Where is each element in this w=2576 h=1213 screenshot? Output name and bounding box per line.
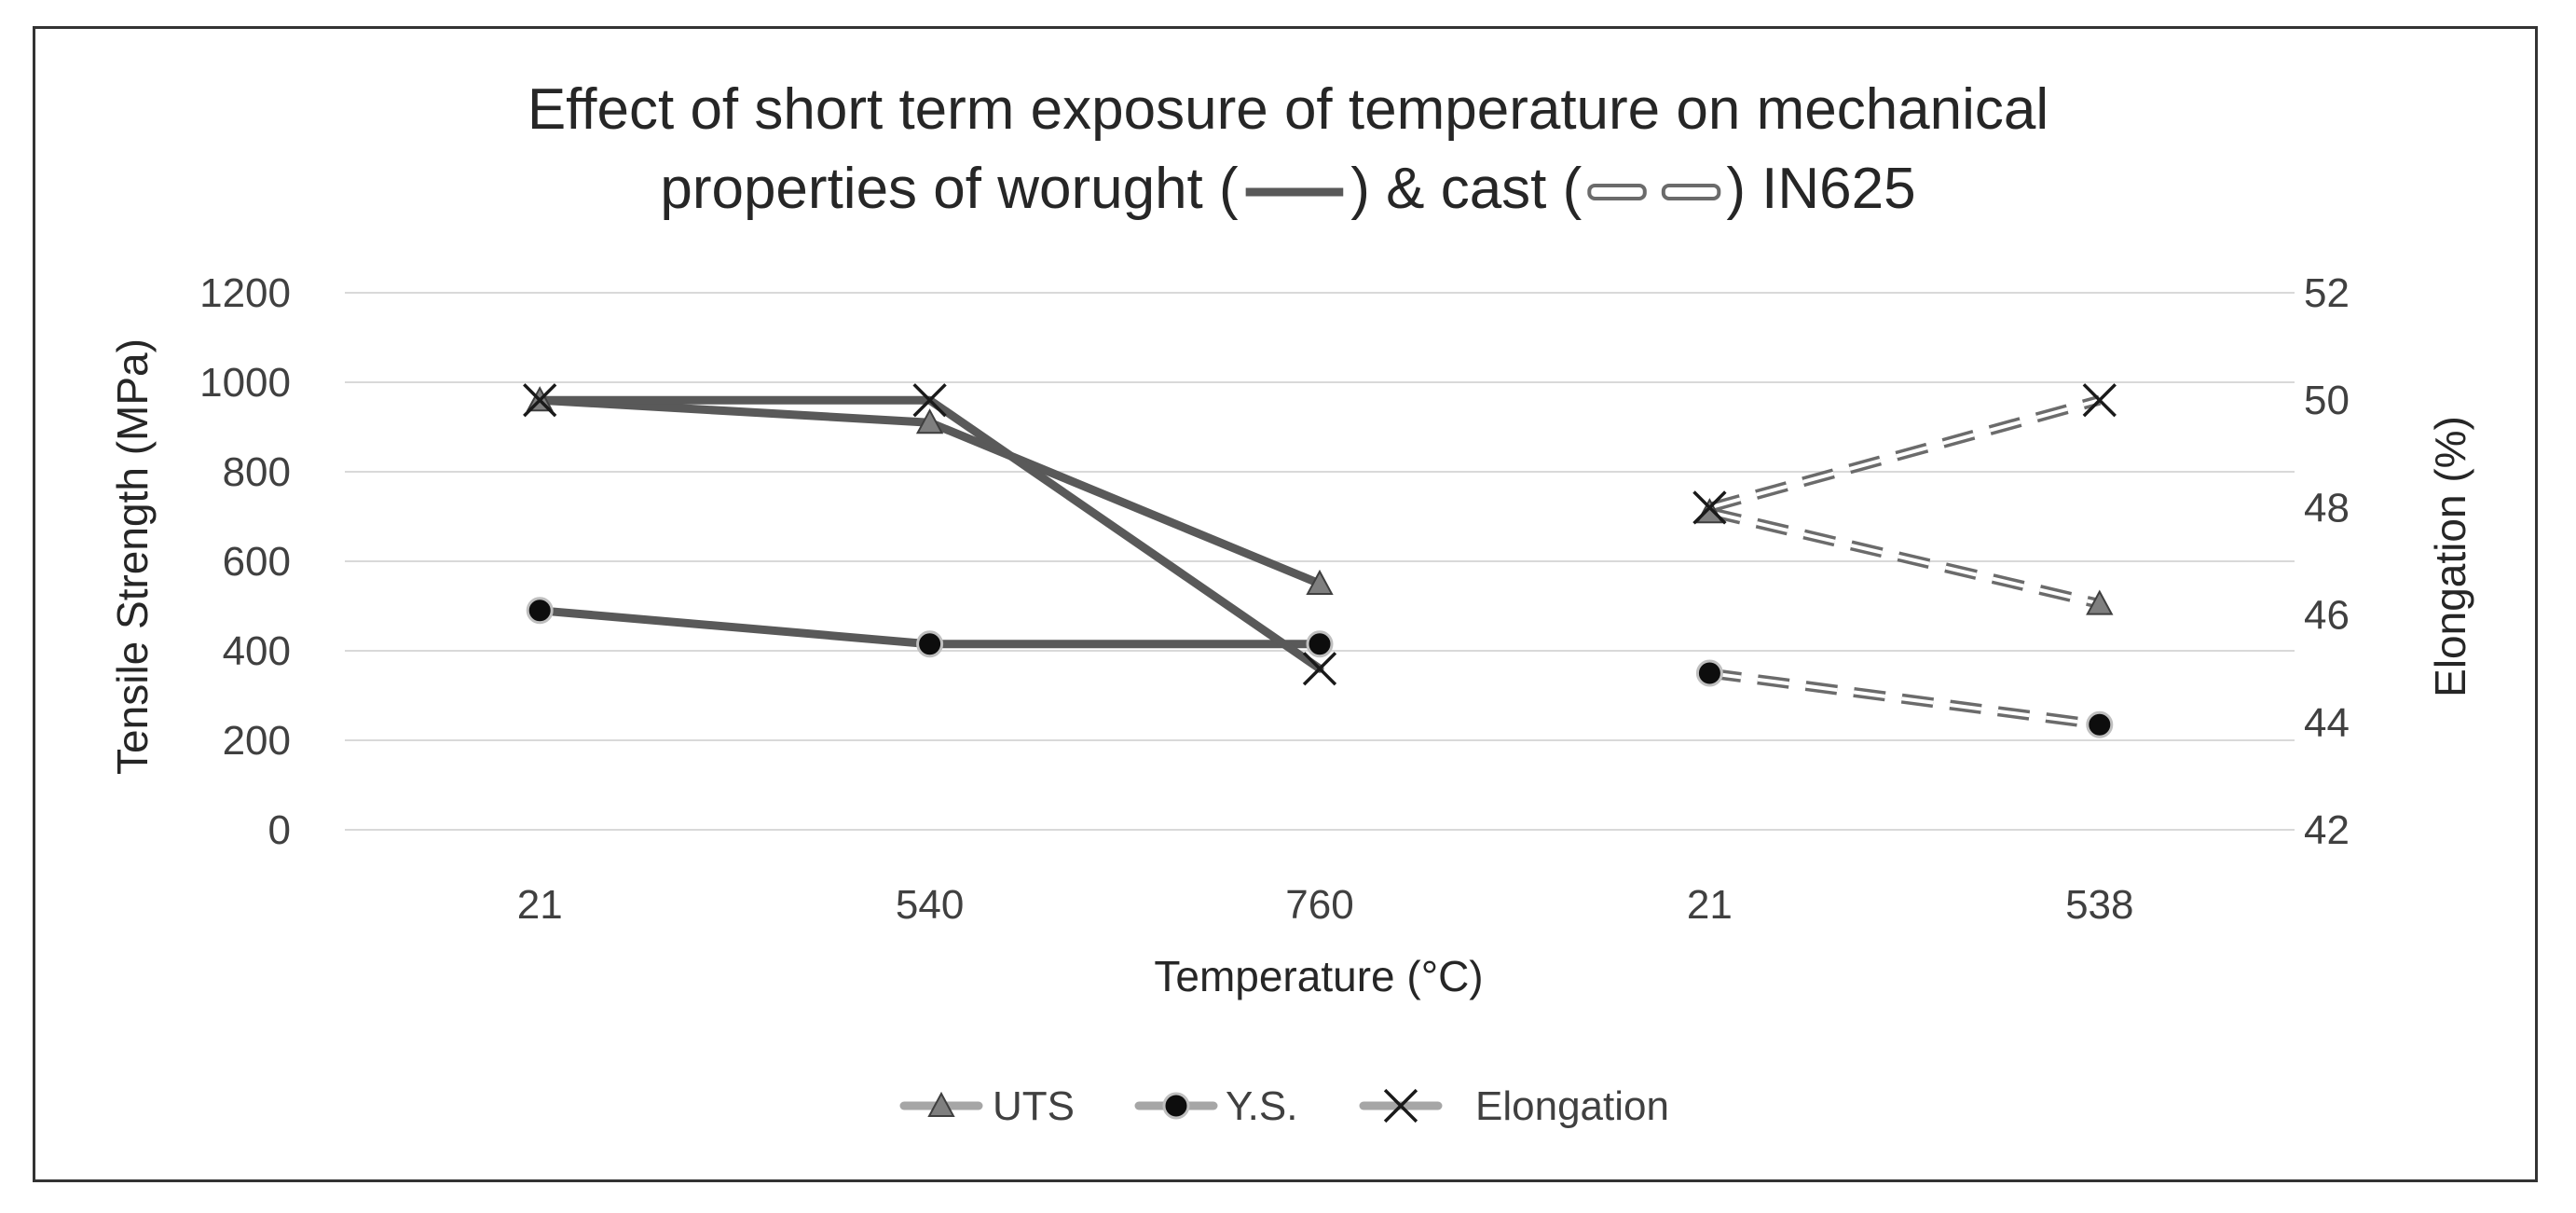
legend-y-s-marker bbox=[1162, 1092, 1190, 1120]
chart-title-line1: Effect of short term exposure of tempera… bbox=[528, 77, 2048, 142]
elongation-point bbox=[2082, 383, 2117, 418]
legend-elongation-marker-stroke-b bbox=[1383, 1088, 1418, 1123]
y-right-tick-label: 50 bbox=[2304, 378, 2350, 423]
x-tick-label: 21 bbox=[517, 882, 563, 928]
right-axis-ticks: 42 44 46 48 50 52 bbox=[2304, 270, 2350, 853]
y-s-point bbox=[526, 597, 554, 625]
title-suffix: ) IN625 bbox=[1726, 157, 1915, 221]
title-line-swatches bbox=[1245, 183, 1721, 200]
title-cast-swatch bbox=[1587, 183, 1647, 200]
chart-frame bbox=[33, 26, 2538, 1182]
elongation-point-stroke-b bbox=[1692, 490, 1727, 525]
legend-elongation-marker bbox=[1383, 1088, 1418, 1123]
uts-point bbox=[1695, 498, 1724, 524]
legend-uts-marker bbox=[927, 1091, 955, 1118]
y-left-tick-label: 1200 bbox=[199, 270, 291, 316]
elongation-point bbox=[1302, 652, 1337, 686]
y-left-tick-label: 200 bbox=[223, 718, 291, 764]
elongation-point-stroke-b bbox=[2082, 383, 2117, 418]
gridlines bbox=[345, 292, 2295, 831]
elongation-point bbox=[523, 383, 557, 418]
y-s-point bbox=[1306, 630, 1334, 658]
elongation-point bbox=[1692, 490, 1727, 525]
x-tick-label: 538 bbox=[2065, 882, 2133, 928]
y-s-point bbox=[1695, 659, 1723, 687]
legend-y-s-label: Y.S. bbox=[1226, 1083, 1297, 1129]
y-left-tick-label: 600 bbox=[223, 539, 291, 585]
uts-point bbox=[2086, 589, 2114, 615]
y-s-point bbox=[2086, 710, 2114, 738]
legend-uts-label: UTS bbox=[993, 1083, 1075, 1129]
title-cast-swatch bbox=[1661, 183, 1721, 200]
x-tick-label: 540 bbox=[896, 882, 964, 928]
title-middle: ) & cast ( bbox=[1350, 157, 1582, 221]
series-markers bbox=[523, 383, 2117, 738]
elongation-point-stroke-b bbox=[523, 383, 557, 418]
left-axis-ticks: 0 200 400 600 800 1000 1200 bbox=[199, 270, 291, 853]
y-left-tick-label: 400 bbox=[223, 628, 291, 674]
x-tick-label: 760 bbox=[1285, 882, 1353, 928]
y-left-tick-label: 0 bbox=[268, 807, 291, 853]
y-right-tick-label: 46 bbox=[2304, 593, 2350, 639]
y-s-point bbox=[916, 630, 944, 658]
y-right-tick-label: 48 bbox=[2304, 485, 2350, 531]
y-right-tick-label: 44 bbox=[2304, 700, 2350, 746]
legend: UTS Y.S. Elongation bbox=[899, 1083, 1669, 1129]
uts-point bbox=[1306, 569, 1334, 596]
elongation-point-stroke-b bbox=[912, 383, 947, 418]
y-left-tick-label: 800 bbox=[223, 449, 291, 495]
y-right-tick-label: 42 bbox=[2304, 807, 2350, 853]
y-s-cast-line-inner bbox=[1709, 671, 2101, 727]
legend-elongation-label: Elongation bbox=[1475, 1083, 1669, 1129]
title-prefix: properties of worught ( bbox=[660, 157, 1239, 221]
x-axis-ticks: 21 540 760 21 538 bbox=[517, 882, 2134, 928]
elongation-point bbox=[912, 383, 947, 418]
x-axis-title: Temperature (°C) bbox=[1154, 952, 1483, 1000]
elongation-cast-line-inner bbox=[1708, 398, 2101, 510]
x-tick-label: 21 bbox=[1687, 882, 1733, 928]
uts-point bbox=[915, 408, 944, 434]
elongation-point-stroke-b bbox=[1302, 652, 1337, 686]
series-lines bbox=[535, 394, 2102, 730]
y-left-tick-label: 1000 bbox=[199, 360, 291, 406]
y-right-tick-label: 52 bbox=[2304, 270, 2350, 316]
chart-title-line2: properties of worught ( ) & cast ( ) IN6… bbox=[660, 157, 1915, 221]
y-axis-left-title: Tensile Strength (MPa) bbox=[108, 338, 157, 775]
y-axis-right-title: Elongation (%) bbox=[2426, 416, 2474, 697]
uts-cast-line-inner bbox=[1708, 510, 2101, 606]
